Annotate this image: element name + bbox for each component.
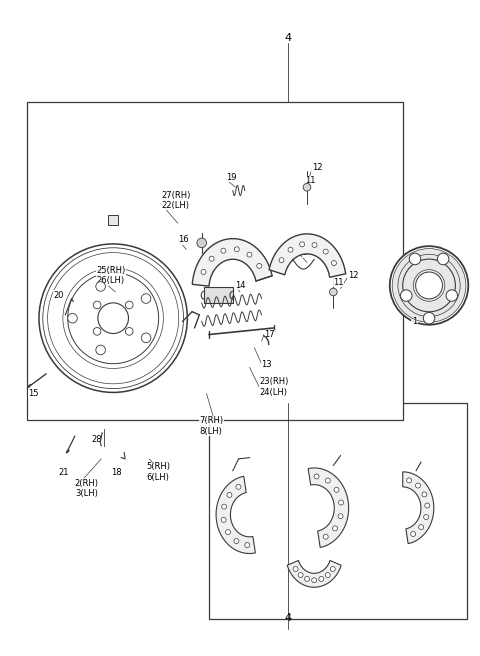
Circle shape — [141, 333, 151, 342]
Text: 11: 11 — [333, 277, 344, 287]
Circle shape — [245, 543, 250, 548]
Text: 4: 4 — [284, 613, 291, 623]
Circle shape — [93, 327, 101, 335]
Text: 20: 20 — [53, 291, 64, 300]
Circle shape — [400, 290, 412, 301]
Circle shape — [312, 243, 317, 247]
Circle shape — [323, 534, 328, 539]
Circle shape — [201, 270, 206, 274]
Text: 21: 21 — [58, 468, 69, 476]
Polygon shape — [403, 472, 434, 544]
Circle shape — [221, 518, 226, 522]
Circle shape — [416, 483, 420, 488]
Circle shape — [323, 249, 328, 254]
Polygon shape — [287, 560, 341, 587]
Circle shape — [222, 504, 227, 509]
Text: 14: 14 — [235, 281, 246, 290]
Circle shape — [209, 256, 214, 261]
Circle shape — [330, 567, 336, 571]
Circle shape — [234, 539, 239, 544]
Text: 18: 18 — [111, 468, 121, 476]
Circle shape — [325, 573, 330, 577]
Text: 2(RH)
3(LH): 2(RH) 3(LH) — [75, 479, 99, 498]
Circle shape — [68, 314, 77, 323]
Circle shape — [312, 578, 317, 583]
Polygon shape — [216, 476, 255, 554]
Circle shape — [98, 303, 129, 333]
Text: 19: 19 — [226, 173, 236, 182]
Circle shape — [234, 247, 239, 252]
Text: 17: 17 — [264, 330, 275, 339]
Circle shape — [125, 301, 133, 309]
Circle shape — [424, 514, 429, 520]
Text: 28: 28 — [92, 435, 102, 443]
Circle shape — [338, 500, 344, 505]
Circle shape — [407, 478, 412, 483]
Text: 16: 16 — [178, 235, 189, 244]
Bar — [209, 403, 468, 619]
Circle shape — [319, 577, 324, 581]
Circle shape — [422, 492, 427, 497]
Circle shape — [411, 531, 416, 537]
Circle shape — [96, 281, 106, 291]
Text: 11: 11 — [305, 176, 315, 185]
Circle shape — [221, 248, 226, 253]
Circle shape — [93, 301, 101, 309]
Polygon shape — [308, 468, 348, 548]
Circle shape — [226, 529, 230, 535]
Circle shape — [409, 253, 421, 265]
Circle shape — [390, 246, 468, 325]
Text: 1: 1 — [412, 317, 417, 326]
Circle shape — [334, 487, 339, 492]
Circle shape — [236, 484, 241, 489]
Circle shape — [303, 184, 311, 191]
Circle shape — [300, 242, 305, 247]
Text: 7(RH)
8(LH): 7(RH) 8(LH) — [199, 417, 224, 436]
Circle shape — [329, 288, 337, 296]
Circle shape — [425, 503, 430, 508]
Circle shape — [141, 294, 151, 303]
Circle shape — [298, 573, 303, 577]
Circle shape — [293, 567, 298, 571]
Circle shape — [446, 290, 457, 301]
Circle shape — [197, 238, 206, 248]
Circle shape — [338, 514, 343, 519]
Circle shape — [96, 345, 106, 355]
Circle shape — [325, 478, 330, 483]
Text: 25(RH)
26(LH): 25(RH) 26(LH) — [96, 266, 126, 285]
Text: 12: 12 — [348, 271, 358, 280]
Circle shape — [423, 312, 435, 324]
Text: 9: 9 — [302, 248, 308, 257]
Text: 12: 12 — [312, 163, 322, 172]
Circle shape — [304, 577, 310, 581]
Text: 5(RH)
6(LH): 5(RH) 6(LH) — [147, 462, 171, 482]
Circle shape — [288, 247, 293, 252]
Circle shape — [392, 249, 466, 322]
Text: 4: 4 — [284, 33, 291, 43]
Circle shape — [437, 253, 449, 265]
Circle shape — [333, 526, 337, 531]
Circle shape — [257, 264, 262, 268]
Circle shape — [125, 327, 133, 335]
Polygon shape — [269, 234, 346, 277]
Circle shape — [279, 258, 284, 262]
Circle shape — [416, 272, 443, 299]
Bar — [204, 287, 233, 303]
Circle shape — [419, 525, 424, 529]
Circle shape — [332, 260, 336, 266]
Text: 23(RH)
24(LH): 23(RH) 24(LH) — [259, 377, 288, 397]
Circle shape — [227, 493, 232, 497]
Bar — [27, 102, 403, 420]
Polygon shape — [192, 239, 272, 286]
Circle shape — [314, 474, 319, 479]
Text: 13: 13 — [262, 359, 272, 369]
Circle shape — [247, 252, 252, 257]
Text: 27(RH)
22(LH): 27(RH) 22(LH) — [161, 191, 191, 210]
Bar — [108, 215, 118, 225]
Text: 15: 15 — [28, 389, 39, 398]
